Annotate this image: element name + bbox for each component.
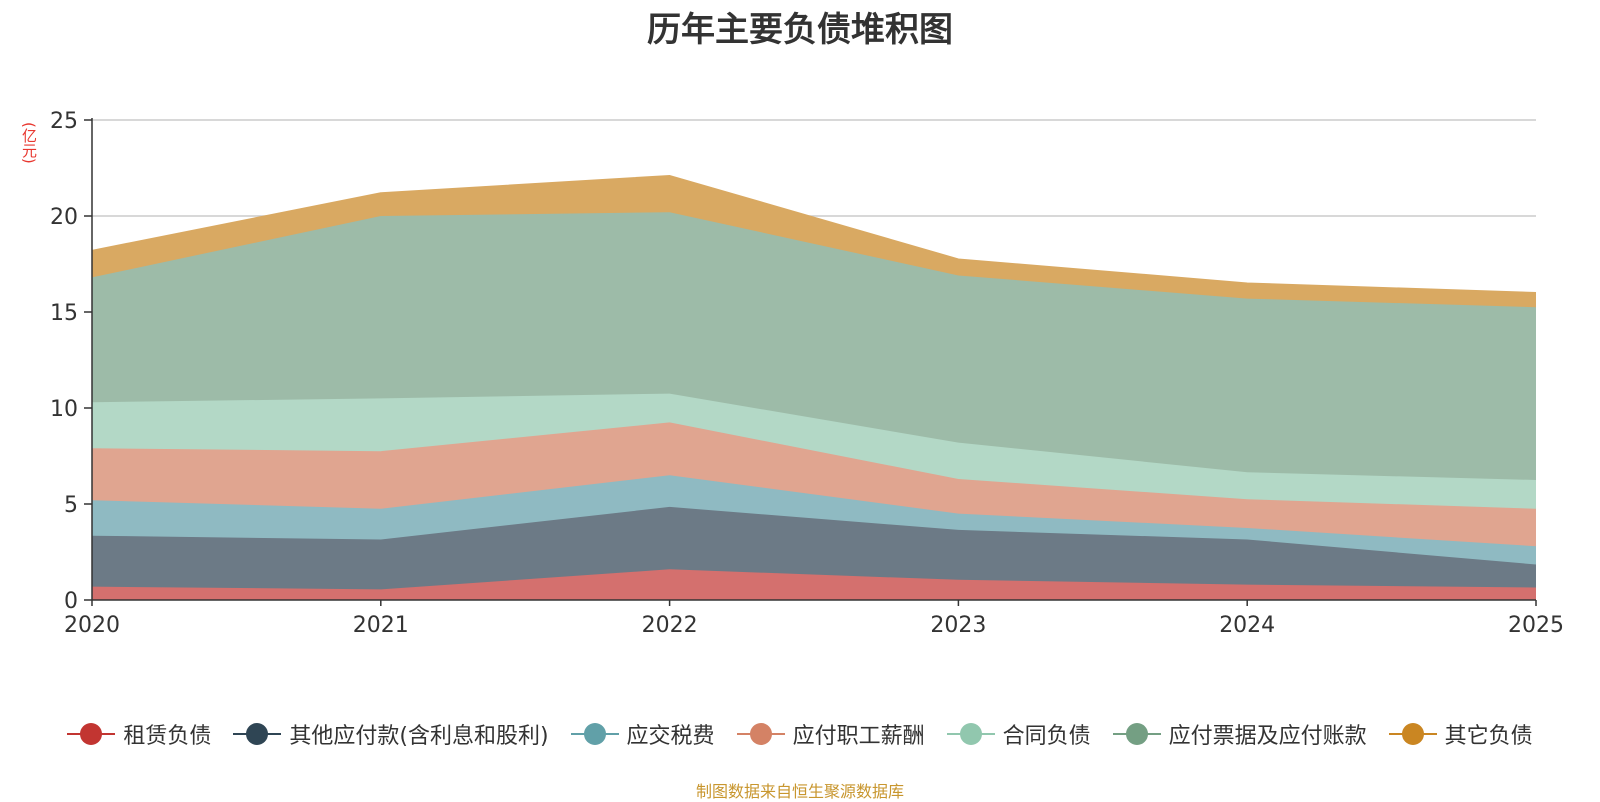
source-note: 制图数据来自恒生聚源数据库 [695, 782, 904, 801]
area-series-6[interactable] [92, 175, 1536, 308]
legend: 租赁负债 其他应付款(含利息和股利) 应交税费 应付职工薪酬 合同负债 应付票据及应付账款… [0, 716, 1600, 752]
legend-marker [570, 722, 619, 746]
legend-marker [233, 722, 282, 746]
legend-item-4[interactable]: 合同负债 [946, 718, 1091, 750]
x-tick-label: 2024 [1219, 613, 1275, 638]
x-tick-label: 2020 [64, 613, 120, 638]
area-series-4[interactable] [92, 393, 1536, 509]
legend-marker [1112, 722, 1161, 746]
area-series-5[interactable] [92, 212, 1536, 480]
area-layer [91, 174, 1537, 600]
legend-label: 应交税费 [626, 724, 715, 749]
legend-label: 应付职工薪酬 [792, 724, 925, 749]
legend-item-6[interactable]: 其它负债 [1388, 718, 1533, 750]
y-tick-label: 10 [50, 397, 78, 422]
y-tick-label: 20 [50, 205, 78, 230]
legend-label: 租赁负债 [123, 724, 212, 749]
area-edge-6 [91, 174, 1537, 294]
legend-label: 其他应付款(含利息和股利) [289, 724, 549, 749]
y-tick-label: 25 [50, 109, 78, 134]
y-tick-label: 5 [64, 493, 78, 518]
legend-item-5[interactable]: 应付票据及应付账款 [1112, 718, 1367, 750]
y-axis-unit-label: (亿元) [20, 122, 38, 164]
area-series-0[interactable] [92, 569, 1536, 600]
y-tick-label: 15 [50, 301, 78, 326]
legend-marker-dot [749, 723, 772, 745]
legend-label: 合同负债 [1002, 724, 1091, 749]
y-tick-label: 0 [64, 589, 78, 614]
legend-label: 应付票据及应付账款 [1168, 724, 1367, 749]
x-tick-label: 2021 [353, 613, 409, 638]
area-series-2[interactable] [92, 475, 1536, 565]
legend-marker-dot [80, 723, 103, 745]
legend-item-3[interactable]: 应付职工薪酬 [736, 718, 925, 750]
legend-marker-dot [246, 723, 269, 745]
legend-marker-dot [959, 723, 982, 745]
legend-marker [946, 722, 995, 746]
legend-marker [736, 722, 785, 746]
x-tick-label: 2023 [930, 613, 986, 638]
legend-label: 其它负债 [1444, 724, 1533, 749]
x-tick-label: 2025 [1508, 613, 1564, 638]
legend-marker-dot [1125, 723, 1148, 745]
chart-title: 历年主要负债堆积图 [647, 10, 953, 50]
legend-item-2[interactable]: 应交税费 [570, 718, 715, 750]
legend-marker-dot [583, 723, 606, 745]
legend-marker [1388, 722, 1437, 746]
legend-item-1[interactable]: 其他应付款(含利息和股利) [233, 718, 549, 750]
x-tick-label: 2022 [642, 613, 698, 638]
area-series-1[interactable] [92, 506, 1536, 590]
legend-marker [67, 722, 116, 746]
area-series-3[interactable] [92, 422, 1536, 547]
legend-item-0[interactable]: 租赁负债 [67, 718, 211, 750]
legend-marker-dot [1401, 723, 1424, 745]
